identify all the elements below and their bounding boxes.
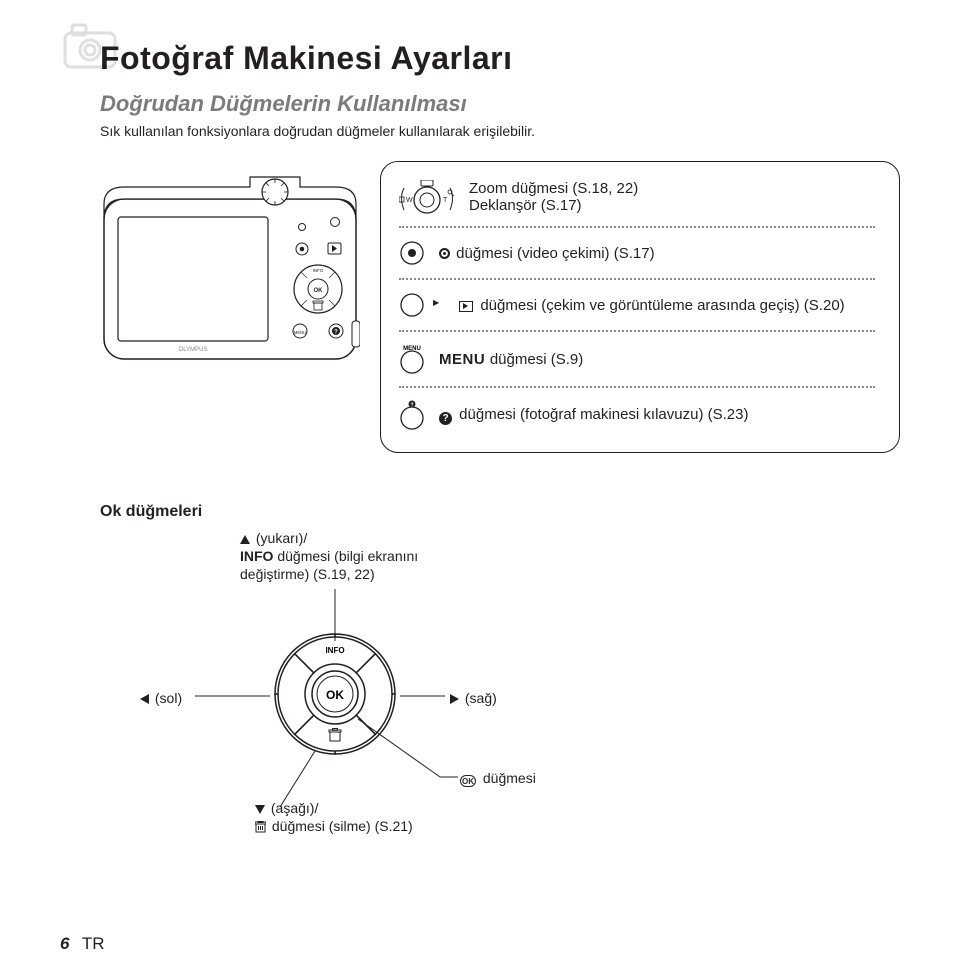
trash-icon xyxy=(255,821,266,833)
divider xyxy=(399,330,875,332)
help-button-icon: ? xyxy=(399,400,425,430)
divider xyxy=(399,226,875,228)
svg-text:INFO: INFO xyxy=(325,646,344,655)
rec-glyph-icon xyxy=(439,248,450,259)
zoom-lever-icon: W T xyxy=(399,180,455,214)
button-list-frame: W T Zoom düğmesi (S.18, 22) Deklanşör (S… xyxy=(380,161,900,453)
intro-text: Sık kullanılan fonksiyonlara doğrudan dü… xyxy=(100,123,900,139)
playback-btn-glyph: ▶ xyxy=(433,298,439,307)
video-row: düğmesi (video çekimi) (S.17) xyxy=(399,240,875,266)
menu-button-icon: MENU xyxy=(399,344,425,374)
left-arrow-icon xyxy=(140,694,149,704)
zoom-row: W T Zoom düğmesi (S.18, 22) Deklanşör (S… xyxy=(399,180,875,214)
arrow-section: (yukarı)/ INFO düğmesi (bilgi ekranını d… xyxy=(140,529,640,829)
down-label-line2: düğmesi (silme) (S.21) xyxy=(272,818,413,834)
svg-text:MENU: MENU xyxy=(294,330,306,335)
video-label: düğmesi (video çekimi) (S.17) xyxy=(456,245,654,262)
menu-word: MENU xyxy=(439,351,490,368)
dpad-illustration: OK INFO xyxy=(270,629,400,759)
guide-label: düğmesi (fotoğraf makinesi kılavuzu) (S.… xyxy=(459,406,748,423)
left-label: (sol) xyxy=(140,689,182,707)
right-arrow-icon xyxy=(450,694,459,704)
svg-text:INFO: INFO xyxy=(313,268,324,273)
svg-text:OLYMPUS: OLYMPUS xyxy=(179,347,208,353)
page-subtitle: Doğrudan Düğmelerin Kullanılması xyxy=(100,91,900,117)
right-label: (sağ) xyxy=(450,689,497,707)
ok-glyph-icon: OK xyxy=(460,775,476,787)
zoom-label-2: Deklanşör (S.17) xyxy=(469,197,582,214)
page-lang: TR xyxy=(82,934,105,953)
divider xyxy=(399,386,875,388)
up-label: (yukarı)/ INFO düğmesi (bilgi ekranını d… xyxy=(240,529,460,584)
divider xyxy=(399,278,875,280)
playback-label: düğmesi (çekim ve görüntüleme arasında g… xyxy=(480,297,844,314)
playback-button-icon xyxy=(399,292,425,318)
down-arrow-icon xyxy=(255,805,265,814)
up-arrow-icon xyxy=(240,535,250,544)
svg-text:OK: OK xyxy=(326,688,344,702)
menu-label: düğmesi (S.9) xyxy=(490,351,583,368)
record-button-icon xyxy=(399,240,425,266)
svg-text:T: T xyxy=(443,197,448,204)
svg-text:W: W xyxy=(406,197,413,204)
menu-row: MENU MENU düğmesi (S.9) xyxy=(399,344,875,374)
down-label: (aşağı)/ düğmesi (silme) (S.21) xyxy=(255,799,475,835)
play-glyph-icon xyxy=(459,301,473,312)
watermark-camera-icon xyxy=(60,15,120,75)
arrow-section-title: Ok düğmeleri xyxy=(100,503,900,521)
page-footer: 6 TR xyxy=(60,934,105,954)
svg-text:?: ? xyxy=(334,330,338,336)
playback-row: ▶ düğmesi (çekim ve görüntüleme arasında… xyxy=(399,292,875,318)
camera-back-illustration: OK INFO MENU ? OLYMPUS xyxy=(100,169,360,369)
guide-row: ? ? düğmesi (fotoğraf makinesi kılavuzu)… xyxy=(399,400,875,430)
page-number: 6 xyxy=(60,934,69,953)
q-glyph-icon: ? xyxy=(439,412,452,425)
zoom-label-1: Zoom düğmesi (S.18, 22) xyxy=(469,180,638,197)
svg-text:OK: OK xyxy=(314,288,324,294)
page-title: Fotoğraf Makinesi Ayarları xyxy=(100,40,900,77)
ok-label: OK düğmesi xyxy=(460,769,536,787)
